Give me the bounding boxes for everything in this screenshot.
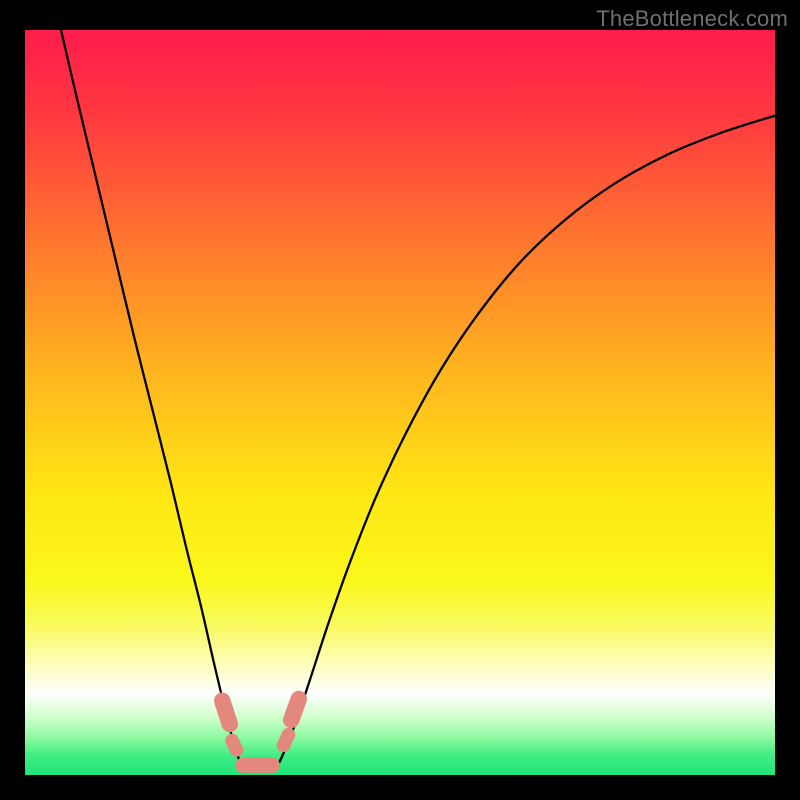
watermark-text: TheBottleneck.com <box>596 6 788 32</box>
gradient-background <box>25 30 775 775</box>
valley-marker <box>235 758 280 773</box>
outer-frame: TheBottleneck.com <box>0 0 800 800</box>
plot-area <box>25 30 775 775</box>
chart-svg <box>25 30 775 775</box>
